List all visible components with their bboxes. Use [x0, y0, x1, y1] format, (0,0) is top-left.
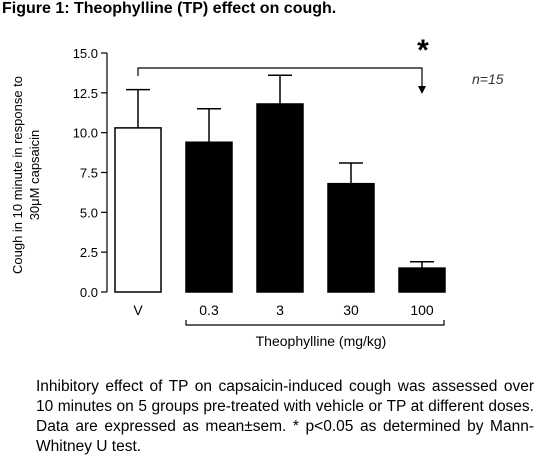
y-tick-label: 10.0	[73, 126, 98, 141]
y-tick-label: 0.0	[80, 285, 98, 300]
bars	[114, 103, 446, 293]
figure-caption: Inhibitory effect of TP on capsaicin-ind…	[36, 378, 534, 455]
bar-V	[114, 127, 162, 293]
significance-arrow-head	[418, 86, 426, 94]
dose-group-bracket	[185, 320, 445, 326]
error-bars	[126, 74, 434, 269]
sample-size-annotation: n=15	[472, 71, 504, 87]
y-tick-label: 12.5	[73, 86, 98, 101]
y-axis-label-line-1: Cough in 10 minute in response to	[10, 76, 25, 274]
x-tick-label: 30	[343, 302, 359, 318]
bar-chart: 0.0 2.5 5.0 7.5 10.0 12.5 15.0 V 0.3 3 30 100 Coug…	[10, 34, 504, 349]
x-axis-label: Theophylline (mg/kg)	[256, 333, 387, 349]
y-axis-label-line-2: 30μM capsaicin	[27, 130, 42, 221]
y-tick-label: 15.0	[73, 46, 98, 61]
x-tick-label: V	[133, 302, 143, 318]
figure-title: Figure 1: Theophylline (TP) effect on co…	[2, 0, 337, 17]
y-tick-label: 5.0	[80, 205, 98, 220]
x-tick-label: 3	[276, 302, 284, 318]
x-tick-label: 100	[410, 302, 434, 318]
bar-3	[256, 103, 304, 293]
x-tick-labels: V 0.3 3 30 100	[133, 302, 445, 326]
bar-0.3	[185, 141, 233, 293]
significance-bracket	[137, 67, 426, 94]
significance-asterisk: *	[417, 34, 429, 67]
bar-30	[327, 182, 375, 293]
bar-100	[398, 267, 446, 293]
significance-line	[137, 67, 423, 88]
x-tick-label: 0.3	[199, 302, 219, 318]
y-axis: 0.0 2.5 5.0 7.5 10.0 12.5 15.0	[73, 46, 108, 300]
y-tick-label: 2.5	[80, 245, 98, 260]
y-tick-label: 7.5	[80, 166, 98, 181]
